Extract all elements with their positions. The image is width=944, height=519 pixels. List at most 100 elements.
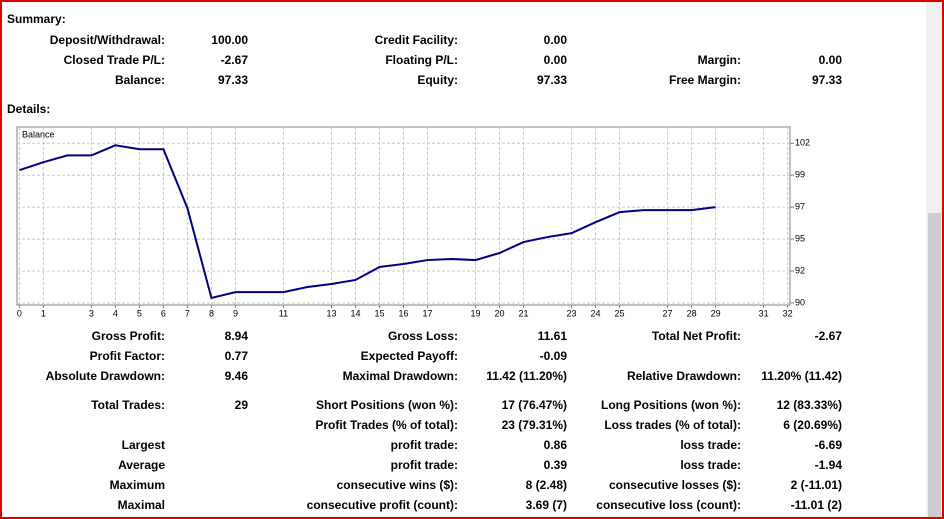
stat-value: 3.69 (7) — [526, 498, 567, 512]
stat-label: Expected Payoff: — [361, 349, 458, 363]
stat-label: Relative Drawdown: — [627, 369, 741, 383]
stat-value: 8 (2.48) — [526, 478, 567, 492]
stat-label: Gross Profit: — [92, 329, 165, 343]
stat-value: 9.46 — [225, 369, 249, 383]
stat-value: 0.86 — [544, 438, 568, 452]
y-tick-label: 95 — [795, 233, 805, 243]
stat-label: profit trade: — [391, 458, 458, 472]
x-tick-label: 21 — [519, 308, 529, 318]
x-tick-label: 8 — [209, 308, 214, 318]
stat-value: -11.01 (2) — [791, 498, 842, 512]
stat-label: consecutive profit (count): — [307, 498, 458, 512]
stat-label: loss trade: — [680, 458, 741, 472]
stat-value: 12 (83.33%) — [777, 398, 842, 412]
stat-label: Maximal — [118, 498, 165, 512]
x-tick-label: 31 — [759, 308, 769, 318]
x-tick-label: 4 — [113, 308, 118, 318]
x-tick-label: 16 — [398, 308, 408, 318]
x-tick-label: 9 — [233, 308, 238, 318]
stat-label: Largest — [122, 438, 165, 452]
stat-value: 0.77 — [225, 349, 249, 363]
stat-label: Total Net Profit: — [652, 329, 741, 343]
chart-plot — [16, 126, 791, 306]
x-tick-label: 5 — [137, 308, 142, 318]
y-tick-label: 102 — [795, 138, 810, 148]
summary-label: Credit Facility: — [375, 33, 458, 47]
x-tick-label: 23 — [567, 308, 577, 318]
stat-label: loss trade: — [680, 438, 741, 452]
stat-value: 6 (20.69%) — [783, 418, 842, 432]
stat-label: Absolute Drawdown: — [46, 369, 165, 383]
y-tick-label: 90 — [795, 297, 805, 307]
summary-label: Floating P/L: — [385, 53, 458, 67]
summary-label: Deposit/Withdrawal: — [50, 33, 165, 47]
y-tick-label: 92 — [795, 265, 805, 275]
summary-label: Equity: — [417, 73, 458, 87]
stat-label: Long Positions (won %): — [601, 398, 741, 412]
stat-label: Average — [118, 458, 165, 472]
x-tick-label: 15 — [374, 308, 384, 318]
stat-label: consecutive wins ($): — [337, 478, 458, 492]
summary-value: 97.33 — [218, 73, 248, 87]
x-tick-label: 19 — [471, 308, 481, 318]
balance-line — [19, 144, 716, 300]
x-tick-label: 3 — [89, 308, 94, 318]
details-title: Details: — [7, 102, 50, 116]
stat-label: consecutive losses ($): — [609, 478, 741, 492]
stat-label: Loss trades (% of total): — [604, 418, 741, 432]
summary-value: 0.00 — [819, 53, 843, 67]
stat-label: Maximum — [110, 478, 165, 492]
summary-value: 100.00 — [211, 33, 248, 47]
stat-value: 0.39 — [544, 458, 568, 472]
scrollbar-thumb[interactable] — [928, 213, 941, 519]
stat-value: -6.69 — [815, 438, 843, 452]
x-tick-label: 25 — [615, 308, 625, 318]
summary-value: -2.67 — [221, 53, 249, 67]
stat-label: Maximal Drawdown: — [343, 369, 458, 383]
stat-value: 29 — [235, 398, 249, 412]
x-tick-label: 1 — [41, 308, 46, 318]
stat-label: profit trade: — [391, 438, 458, 452]
stat-label: Profit Factor: — [90, 349, 165, 363]
summary-label: Balance: — [115, 73, 165, 87]
x-tick-label: 20 — [495, 308, 505, 318]
x-tick-label: 24 — [591, 308, 601, 318]
stat-label: consecutive loss (count): — [596, 498, 741, 512]
summary-value: 0.00 — [544, 53, 568, 67]
x-tick-label: 7 — [185, 308, 190, 318]
summary-value: 97.33 — [812, 73, 842, 87]
stat-value: 11.42 (11.20%) — [486, 369, 567, 383]
stat-value: -2.67 — [815, 329, 843, 343]
stat-label: Short Positions (won %): — [316, 398, 458, 412]
stat-value: 23 (79.31%) — [502, 418, 567, 432]
stat-label: Total Trades: — [91, 398, 165, 412]
stat-label: Gross Loss: — [388, 329, 458, 343]
y-tick-label: 97 — [795, 202, 805, 212]
x-tick-label: 13 — [326, 308, 336, 318]
stat-value: -1.94 — [815, 458, 843, 472]
x-tick-label: 0 — [17, 308, 22, 318]
stat-label: Profit Trades (% of total): — [315, 418, 458, 432]
y-tick-label: 99 — [795, 170, 805, 180]
x-tick-label: 32 — [783, 308, 793, 318]
series-label: Balance — [22, 129, 55, 139]
stat-value: -0.09 — [540, 349, 568, 363]
stat-value: 11.61 — [538, 329, 568, 343]
x-tick-label: 11 — [279, 308, 288, 318]
x-tick-label: 17 — [422, 308, 432, 318]
stat-value: 17 (76.47%) — [502, 398, 567, 412]
summary-title: Summary: — [7, 12, 66, 26]
summary-value: 0.00 — [544, 33, 568, 47]
stat-value: 8.94 — [225, 329, 249, 343]
summary-label: Closed Trade P/L: — [64, 53, 165, 67]
summary-label: Margin: — [698, 53, 741, 67]
summary-label: Free Margin: — [669, 73, 741, 87]
x-tick-label: 29 — [711, 308, 721, 318]
stat-value: 2 (-11.01) — [791, 478, 842, 492]
x-tick-label: 28 — [687, 308, 697, 318]
x-tick-label: 6 — [161, 308, 166, 318]
x-tick-label: 14 — [350, 308, 360, 318]
x-tick-label: 27 — [663, 308, 673, 318]
